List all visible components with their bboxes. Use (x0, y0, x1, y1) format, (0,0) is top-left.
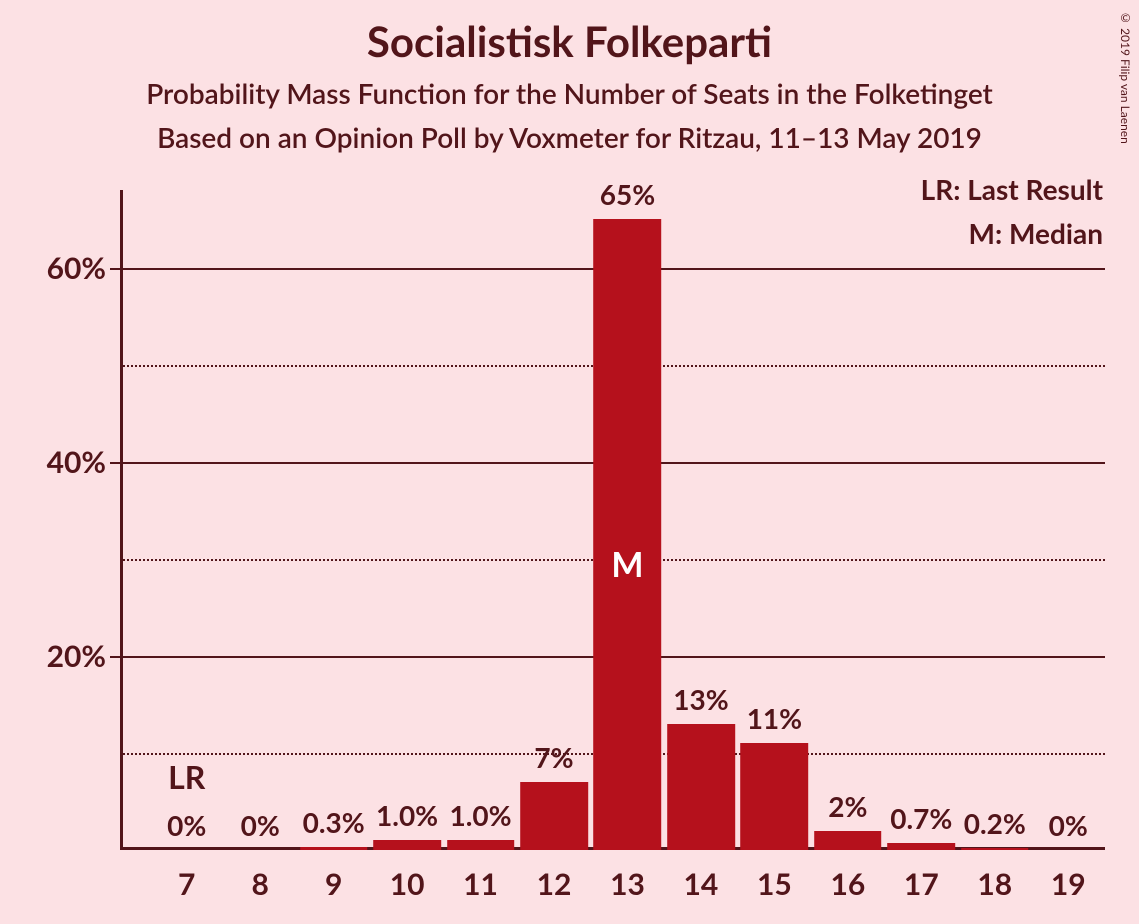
x-tick-label: 12 (537, 850, 572, 902)
bar-slot: 0%LR7 (150, 190, 223, 850)
last-result-marker: LR (168, 757, 205, 796)
bar-value-label: 1.0% (376, 798, 438, 832)
plot-area: 0%LR70%80.3%91.0%101.0%117%1265%M1313%14… (120, 190, 1105, 850)
bar (594, 219, 662, 850)
x-tick-label: 18 (977, 850, 1012, 902)
x-tick-label: 15 (757, 850, 792, 902)
x-tick-label: 7 (178, 850, 195, 902)
bar-slot: 0%8 (223, 190, 296, 850)
x-tick-label: 10 (390, 850, 425, 902)
bar-slot: 65%M13 (591, 190, 664, 850)
bar-value-label: 65% (600, 177, 655, 211)
bar-value-label: 1.0% (450, 798, 512, 832)
bar-slot: 0.2%18 (958, 190, 1031, 850)
bar-slot: 2%16 (811, 190, 884, 850)
legend-lr: LR: Last Result (921, 172, 1103, 206)
x-tick-label: 11 (463, 850, 498, 902)
bar (814, 831, 882, 850)
bar (741, 743, 809, 850)
bar-value-label: 0% (167, 808, 206, 842)
bar-value-label: 2% (828, 789, 867, 823)
legend-median: M: Median (921, 216, 1103, 250)
bar-slot: 11%15 (738, 190, 811, 850)
copyright-text: © 2019 Filip van Laenen (1118, 10, 1133, 144)
bar-value-label: 0.2% (964, 806, 1026, 840)
chart-subtitle-2: Based on an Opinion Poll by Voxmeter for… (157, 120, 982, 154)
bar (667, 724, 735, 850)
x-tick-label: 19 (1051, 850, 1086, 902)
chart-subtitle-1: Probability Mass Function for the Number… (146, 76, 993, 110)
bar (888, 843, 956, 850)
chart-title: Socialistisk Folkeparti (367, 16, 772, 66)
bar (447, 840, 515, 850)
y-tick-label: 60% (47, 250, 120, 286)
x-tick-label: 9 (325, 850, 342, 902)
bar-slot: 1.0%10 (370, 190, 443, 850)
median-marker: M (611, 544, 643, 585)
bar-slot: 13%14 (664, 190, 737, 850)
bar (373, 840, 441, 850)
y-tick-mark (110, 268, 120, 270)
y-tick-label: 20% (47, 638, 120, 674)
x-tick-label: 16 (830, 850, 865, 902)
bar-slot: 1.0%11 (444, 190, 517, 850)
y-tick-mark (110, 462, 120, 464)
x-tick-label: 8 (251, 850, 268, 902)
bar-value-label: 0.3% (303, 805, 365, 839)
legend: LR: Last Result M: Median (921, 172, 1103, 250)
y-tick-mark (110, 656, 120, 658)
x-tick-label: 13 (610, 850, 645, 902)
bar-slot: 0%19 (1032, 190, 1105, 850)
bar-value-label: 13% (673, 682, 728, 716)
bar-slot: 0.3%9 (297, 190, 370, 850)
x-tick-label: 17 (904, 850, 939, 902)
bar-value-label: 0% (241, 808, 280, 842)
bar-slot: 7%12 (517, 190, 590, 850)
bars-container: 0%LR70%80.3%91.0%101.0%117%1265%M1313%14… (120, 190, 1105, 850)
bar-value-label: 7% (534, 740, 573, 774)
bar-slot: 0.7%17 (885, 190, 958, 850)
bar-value-label: 0% (1049, 808, 1088, 842)
x-tick-label: 14 (684, 850, 719, 902)
bar (520, 782, 588, 850)
y-tick-label: 40% (47, 444, 120, 480)
bar-value-label: 11% (747, 701, 802, 735)
bar-value-label: 0.7% (890, 801, 952, 835)
